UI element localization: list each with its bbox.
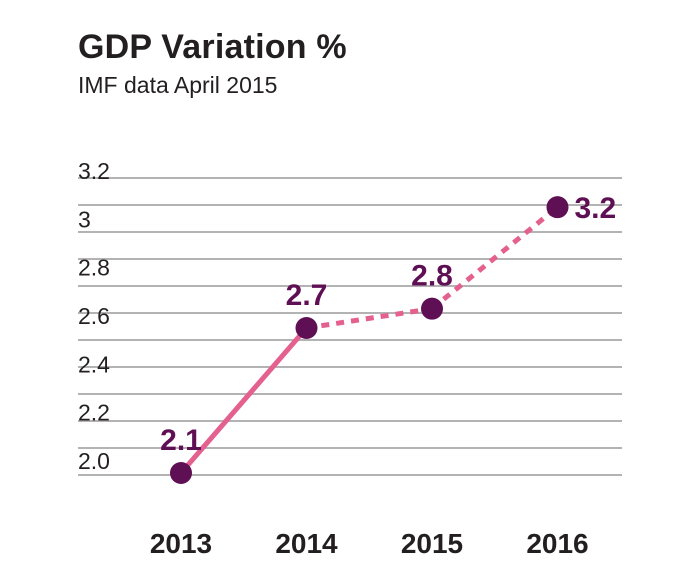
grid-lines	[78, 177, 622, 476]
series-lines	[179, 205, 560, 475]
y-axis-ticks: 2.0 2.2 2.4 2.6 2.8 3 3.2	[78, 158, 110, 474]
y-tick-label: 2.8	[78, 255, 110, 281]
data-labels: 2.1 2.7 2.8 3.2	[160, 192, 616, 457]
projected-line-segment	[430, 205, 560, 311]
line-segment	[179, 326, 309, 475]
x-tick-label: 2016	[526, 528, 588, 559]
y-tick-label: 2.4	[78, 351, 110, 377]
data-label: 3.2	[575, 192, 617, 225]
data-point	[546, 196, 569, 219]
y-tick-label: 3	[78, 206, 91, 232]
data-point	[295, 317, 318, 339]
data-label: 2.1	[160, 424, 202, 457]
x-axis-ticks: 2013 2014 2015 2016	[150, 528, 589, 559]
x-tick-label: 2013	[150, 528, 212, 559]
x-tick-label: 2014	[275, 528, 338, 559]
y-tick-label: 2.0	[78, 448, 110, 474]
data-label: 2.8	[411, 260, 453, 293]
projected-line-segment	[306, 306, 433, 331]
x-tick-label: 2015	[401, 528, 463, 559]
series-markers	[170, 196, 569, 484]
y-tick-label: 3.2	[78, 158, 110, 184]
y-tick-label: 2.6	[78, 303, 110, 329]
data-point	[170, 462, 192, 484]
chart-subtitle: IMF data April 2015	[78, 72, 278, 98]
chart-title: GDP Variation %	[78, 28, 347, 66]
data-point	[421, 297, 443, 320]
data-label: 2.7	[286, 279, 328, 312]
y-tick-label: 2.2	[78, 400, 110, 426]
